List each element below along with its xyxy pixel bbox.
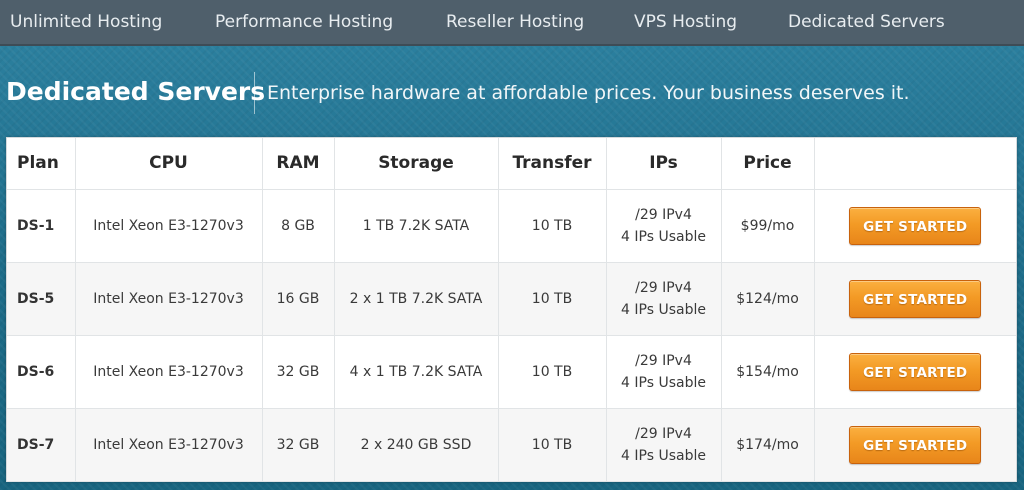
get-started-button[interactable]: GET STARTED (849, 352, 982, 391)
action-cell: GET STARTED (814, 262, 1016, 336)
price-cell: $99/mo (721, 189, 815, 263)
page-tagline: Enterprise hardware at affordable prices… (267, 82, 910, 104)
get-started-button[interactable]: GET STARTED (849, 425, 982, 464)
column-header-storage: Storage (334, 138, 499, 190)
column-header-ram: RAM (262, 138, 335, 190)
top-navbar: Unlimited Hosting Performance Hosting Re… (0, 0, 1024, 46)
ips-subnet: /29 IPv4 (635, 279, 692, 296)
column-header-cpu: CPU (75, 138, 263, 190)
nav-item-reseller-hosting[interactable]: Reseller Hosting (446, 12, 585, 32)
ips-cell: /29 IPv4 4 IPs Usable (606, 262, 722, 336)
ram-cell: 16 GB (262, 262, 335, 336)
table-row: DS-7 Intel Xeon E3-1270v3 32 GB 2 x 240 … (7, 408, 1016, 482)
column-header-price: Price (721, 138, 815, 190)
ram-cell: 8 GB (262, 189, 335, 263)
column-header-ips: IPs (606, 138, 722, 190)
ram-cell: 32 GB (262, 335, 335, 409)
pricing-table-container: Plan CPU RAM Storage Transfer IPs Price … (6, 137, 1017, 482)
plan-cell: DS-5 (7, 262, 76, 336)
transfer-cell: 10 TB (498, 189, 607, 263)
ips-cell: /29 IPv4 4 IPs Usable (606, 189, 722, 263)
nav-item-vps-hosting[interactable]: VPS Hosting (634, 12, 738, 32)
page-title: Dedicated Servers (6, 77, 266, 106)
ips-subnet: /29 IPv4 (635, 206, 692, 223)
cpu-cell: Intel Xeon E3-1270v3 (75, 408, 263, 482)
ips-cell: /29 IPv4 4 IPs Usable (606, 335, 722, 409)
cpu-cell: Intel Xeon E3-1270v3 (75, 262, 263, 336)
storage-cell: 1 TB 7.2K SATA (334, 189, 499, 263)
transfer-cell: 10 TB (498, 408, 607, 482)
column-header-transfer: Transfer (498, 138, 607, 190)
ips-usable: 4 IPs Usable (621, 374, 706, 391)
table-row: DS-5 Intel Xeon E3-1270v3 16 GB 2 x 1 TB… (7, 262, 1016, 336)
get-started-button[interactable]: GET STARTED (849, 279, 982, 318)
storage-cell: 2 x 1 TB 7.2K SATA (334, 262, 499, 336)
table-row: DS-1 Intel Xeon E3-1270v3 8 GB 1 TB 7.2K… (7, 189, 1016, 263)
ips-cell: /29 IPv4 4 IPs Usable (606, 408, 722, 482)
transfer-cell: 10 TB (498, 262, 607, 336)
action-cell: GET STARTED (814, 408, 1016, 482)
action-cell: GET STARTED (814, 335, 1016, 409)
price-cell: $174/mo (721, 408, 815, 482)
price-cell: $154/mo (721, 335, 815, 409)
plan-cell: DS-7 (7, 408, 76, 482)
cpu-cell: Intel Xeon E3-1270v3 (75, 335, 263, 409)
column-header-action (814, 138, 1016, 190)
ips-subnet: /29 IPv4 (635, 352, 692, 369)
cpu-cell: Intel Xeon E3-1270v3 (75, 189, 263, 263)
plan-cell: DS-6 (7, 335, 76, 409)
nav-item-unlimited-hosting[interactable]: Unlimited Hosting (10, 12, 163, 32)
table-row: DS-6 Intel Xeon E3-1270v3 32 GB 4 x 1 TB… (7, 335, 1016, 409)
price-cell: $124/mo (721, 262, 815, 336)
pricing-table: Plan CPU RAM Storage Transfer IPs Price … (7, 138, 1016, 482)
action-cell: GET STARTED (814, 189, 1016, 263)
transfer-cell: 10 TB (498, 335, 607, 409)
ips-subnet: /29 IPv4 (635, 425, 692, 442)
title-divider (254, 72, 255, 114)
plan-cell: DS-1 (7, 189, 76, 263)
ram-cell: 32 GB (262, 408, 335, 482)
table-header-row: Plan CPU RAM Storage Transfer IPs Price (7, 138, 1016, 190)
storage-cell: 4 x 1 TB 7.2K SATA (334, 335, 499, 409)
nav-item-dedicated-servers[interactable]: Dedicated Servers (788, 12, 945, 32)
ips-usable: 4 IPs Usable (621, 228, 706, 245)
ips-usable: 4 IPs Usable (621, 301, 706, 318)
get-started-button[interactable]: GET STARTED (849, 206, 982, 245)
storage-cell: 2 x 240 GB SSD (334, 408, 499, 482)
column-header-plan: Plan (7, 138, 76, 190)
ips-usable: 4 IPs Usable (621, 447, 706, 464)
nav-item-performance-hosting[interactable]: Performance Hosting (215, 12, 394, 32)
